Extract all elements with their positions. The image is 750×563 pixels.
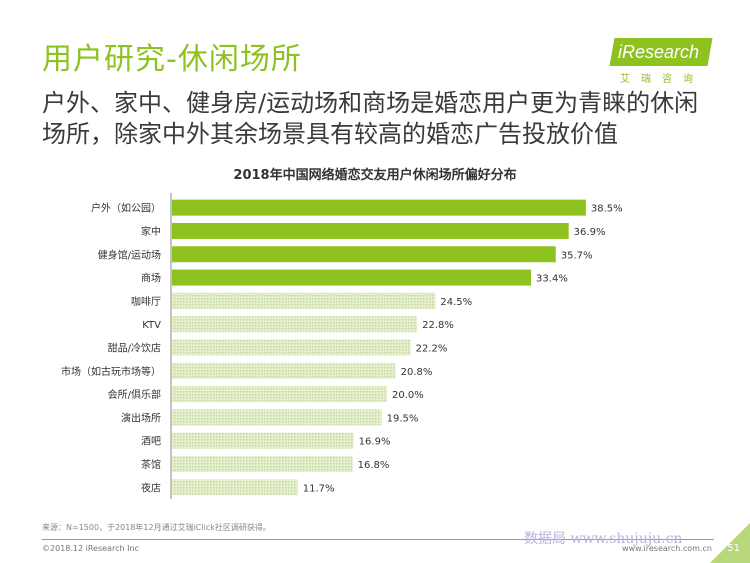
value-label: 24.5% xyxy=(440,297,472,308)
bar xyxy=(172,339,411,356)
value-label: 22.2% xyxy=(416,343,448,354)
bar xyxy=(172,292,436,309)
source-note: 来源：N=1500，于2018年12月通过艾瑞iClick社区调研获得。 xyxy=(42,523,271,532)
category-label: 商场 xyxy=(141,272,161,285)
category-label: 健身馆/运动场 xyxy=(98,248,161,261)
bar xyxy=(172,199,586,216)
category-label: 家中 xyxy=(141,225,161,238)
bar-chart: 户外（如公园） 38.5% 家中 36.9% 健身馆/运动场 35.7% 商场 33.4% 咖啡… xyxy=(61,193,623,499)
value-label: 20.0% xyxy=(392,390,424,401)
category-label: 甜品/冷饮店 xyxy=(108,341,161,354)
category-label: 演出场所 xyxy=(121,411,161,424)
logo-text: iResearch xyxy=(618,42,700,62)
footer-divider xyxy=(42,539,714,540)
category-label: 茶馆 xyxy=(141,458,161,471)
website-link[interactable]: www.iresearch.com.cn xyxy=(622,544,712,553)
chart-title: 2018年中国网络婚恋交友用户休闲场所偏好分布 xyxy=(233,168,517,183)
value-label: 16.8% xyxy=(358,460,390,471)
value-label: 19.5% xyxy=(387,413,419,424)
watermark: 数据局 www.shujuju.cn xyxy=(524,531,683,547)
page-title: 用户研究-休闲场所 xyxy=(42,42,302,77)
category-label: 咖啡厅 xyxy=(131,296,161,308)
page-number: 51 xyxy=(727,543,740,554)
bar xyxy=(172,246,556,263)
value-label: 16.9% xyxy=(359,437,391,448)
bar xyxy=(172,409,382,426)
bar xyxy=(172,222,569,239)
category-label: KTV xyxy=(142,320,161,331)
bar xyxy=(172,455,353,472)
iresearch-logo: iResearch 艾瑞咨询 xyxy=(609,38,713,88)
category-label: 会所/俱乐部 xyxy=(108,388,161,401)
value-label: 33.4% xyxy=(536,274,568,285)
logo-subtext: 艾瑞咨询 xyxy=(620,74,704,85)
bar xyxy=(172,432,354,449)
bar xyxy=(172,386,387,403)
value-label: 11.7% xyxy=(303,483,335,494)
bar xyxy=(172,362,396,379)
bar xyxy=(172,479,298,496)
category-label: 户外（如公园） xyxy=(91,202,161,215)
value-label: 36.9% xyxy=(574,227,606,238)
value-label: 38.5% xyxy=(591,204,623,215)
value-label: 20.8% xyxy=(401,367,433,378)
category-label: 酒吧 xyxy=(141,436,161,448)
corner-decoration xyxy=(710,523,750,563)
value-label: 35.7% xyxy=(561,250,593,261)
copyright: ©2018.12 iResearch Inc xyxy=(42,544,139,553)
bar xyxy=(172,269,532,286)
bar xyxy=(172,316,418,333)
value-label: 22.8% xyxy=(422,320,454,331)
page-subtitle: 户外、家中、健身房/运动场和商场是婚恋用户更为青睐的休闲场所，除家中外其余场景具… xyxy=(42,89,699,148)
category-label: 市场（如古玩市场等） xyxy=(61,365,161,378)
category-label: 夜店 xyxy=(141,481,161,494)
